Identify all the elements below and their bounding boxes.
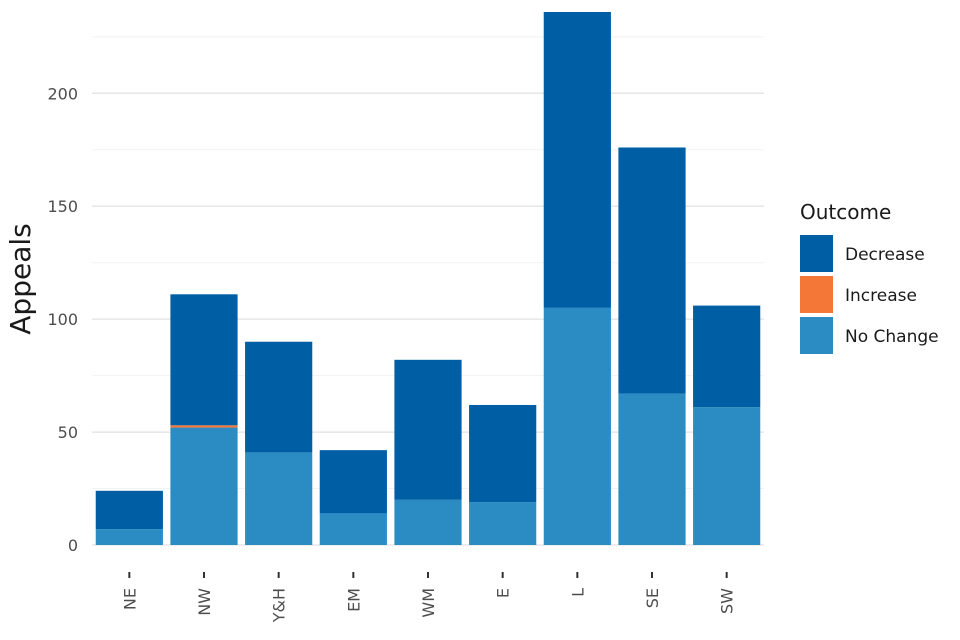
bar-decrease-yh — [245, 341, 313, 453]
x-tick-label: WM — [419, 588, 438, 618]
y-axis-title: Appeals — [4, 223, 37, 334]
bar-decrease-l — [543, 12, 611, 308]
bar-no-change-se — [618, 393, 686, 545]
x-tick-label: EM — [344, 588, 363, 612]
y-tick-label: 150 — [47, 197, 78, 216]
legend-swatch-decrease — [800, 235, 833, 272]
bar-decrease-sw — [693, 305, 761, 408]
x-tick-label: L — [568, 588, 587, 597]
x-tick-label: Y&H — [270, 588, 289, 623]
y-tick-label: 200 — [47, 84, 78, 103]
x-tick-label: SE — [643, 588, 662, 608]
bar-no-change-sw — [693, 407, 761, 545]
bar-decrease-e — [469, 404, 537, 503]
legend-label-increase: Increase — [845, 286, 917, 306]
bar-no-change-e — [469, 502, 537, 545]
x-axis-ticks: NE NW Y&H EM WM E L SE SW — [120, 572, 737, 623]
legend-label-no-change: No Change — [845, 327, 939, 347]
bar-no-change-wm — [394, 499, 462, 545]
legend-items: Decrease Increase No Change — [800, 235, 939, 354]
bar-no-change-nw — [170, 427, 238, 545]
bar-decrease-wm — [394, 359, 462, 500]
legend-label-decrease: Decrease — [845, 245, 925, 265]
bar-decrease-em — [319, 450, 387, 514]
legend-swatch-increase — [800, 276, 833, 313]
bar-decrease-ne — [95, 490, 163, 530]
bar-increase-nw — [170, 425, 238, 428]
bar-no-change-l — [543, 307, 611, 545]
y-tick-label: 0 — [68, 536, 78, 555]
bar-decrease-nw — [170, 294, 238, 426]
bar-decrease-se — [618, 147, 686, 394]
x-tick-label: SW — [718, 588, 737, 614]
legend: Outcome Decrease Increase No Change — [800, 200, 939, 354]
legend-swatch-no-change — [800, 317, 833, 354]
y-axis-ticks: 0 50 100 150 200 — [47, 84, 78, 555]
bar-no-change-em — [319, 513, 387, 545]
legend-title: Outcome — [800, 200, 891, 224]
bar-no-change-ne — [95, 529, 163, 545]
bars — [95, 12, 761, 545]
x-tick-label: E — [494, 588, 513, 598]
x-tick-label: NE — [120, 588, 139, 610]
x-tick-label: NW — [195, 588, 214, 616]
bar-no-change-yh — [245, 452, 313, 545]
y-tick-label: 50 — [58, 423, 78, 442]
y-tick-label: 100 — [47, 310, 78, 329]
